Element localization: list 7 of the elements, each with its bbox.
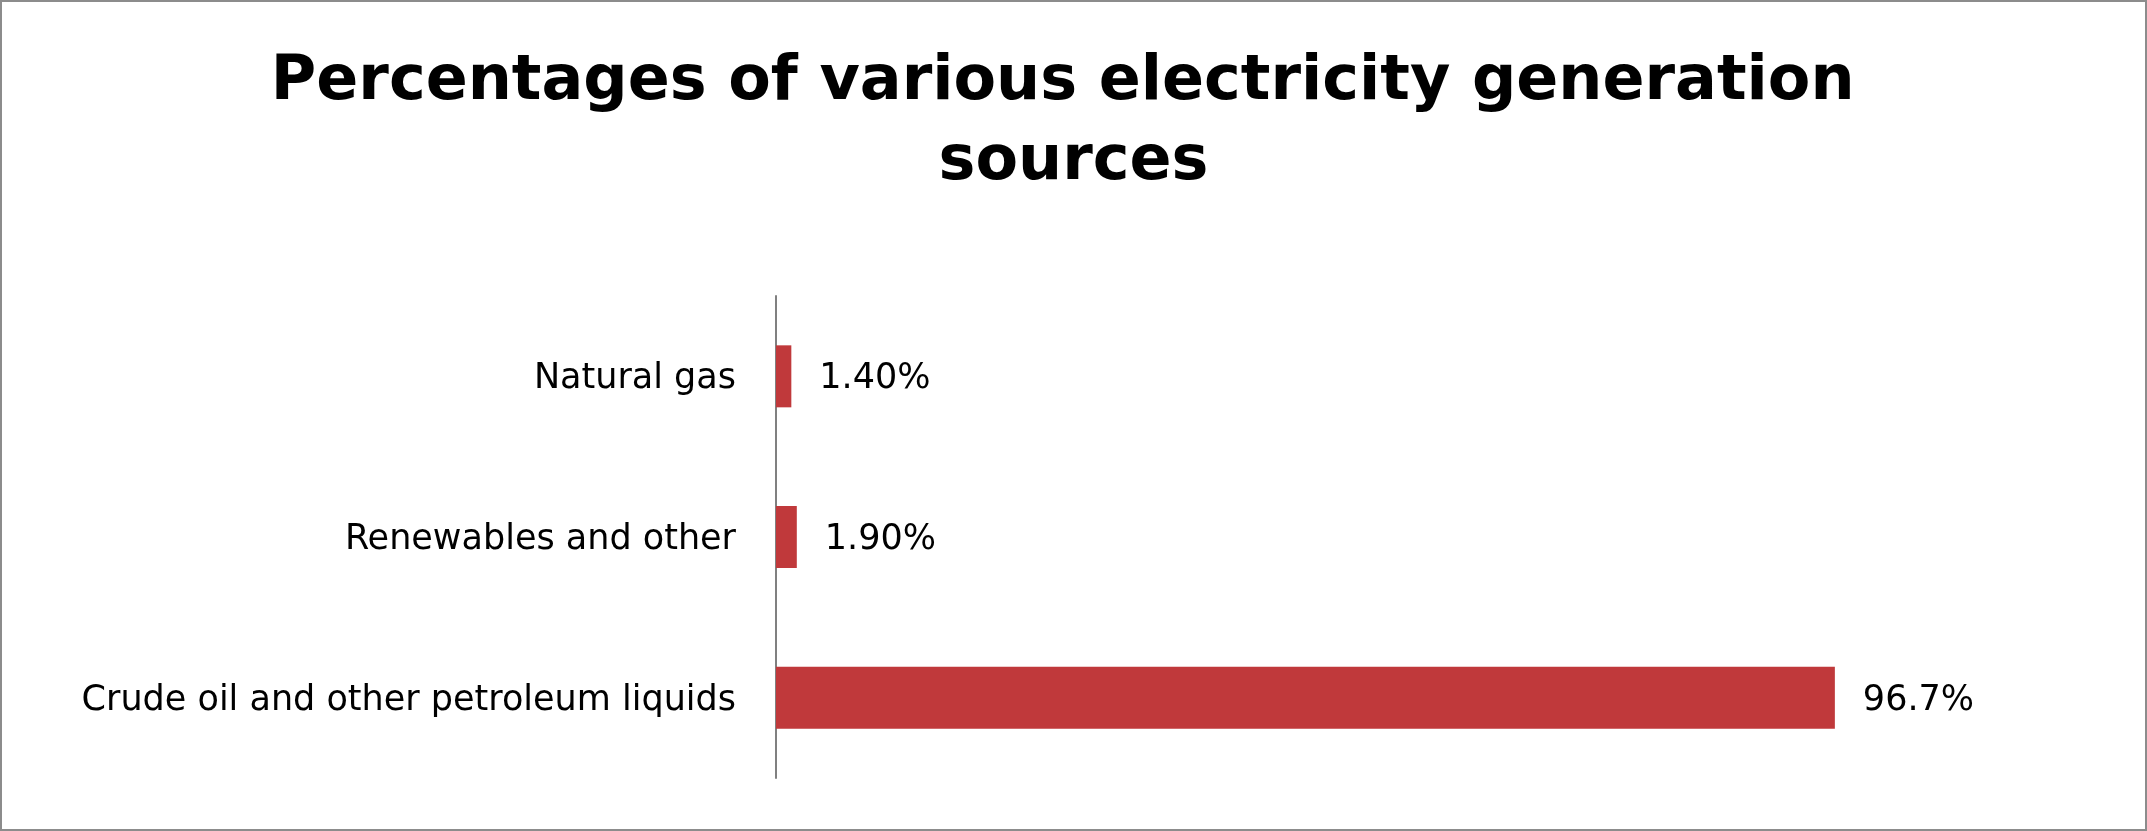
y-tick-label: Crude oil and other petroleum liquids <box>81 677 736 718</box>
data-label: 96.7% <box>1862 677 1975 718</box>
chart-title: Percentages of various electricity generation sources <box>270 40 1877 194</box>
data-label: 1.90% <box>824 517 936 557</box>
y-tick-label: Natural gas <box>533 356 736 397</box>
data-label: 1.40% <box>819 356 931 397</box>
y-tick-label: Renewables and other <box>344 517 737 557</box>
